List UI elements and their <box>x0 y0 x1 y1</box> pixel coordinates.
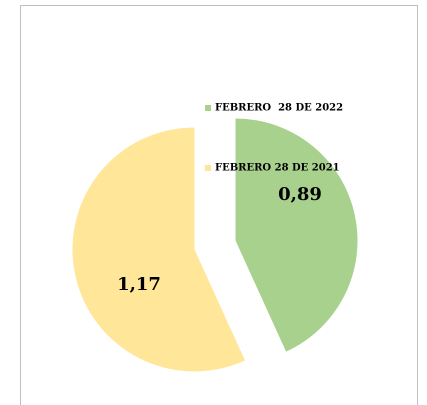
legend-label: FEBRERO 28 DE 2022 <box>215 103 343 114</box>
legend-swatch <box>205 165 211 171</box>
pie-slice <box>72 127 246 372</box>
data-label: 0,89 <box>278 184 322 205</box>
legend-swatch <box>205 105 211 111</box>
pie-slice <box>235 118 358 352</box>
legend-label: FEBRERO 28 DE 2021 <box>215 163 340 174</box>
data-label: 1,17 <box>117 274 161 295</box>
